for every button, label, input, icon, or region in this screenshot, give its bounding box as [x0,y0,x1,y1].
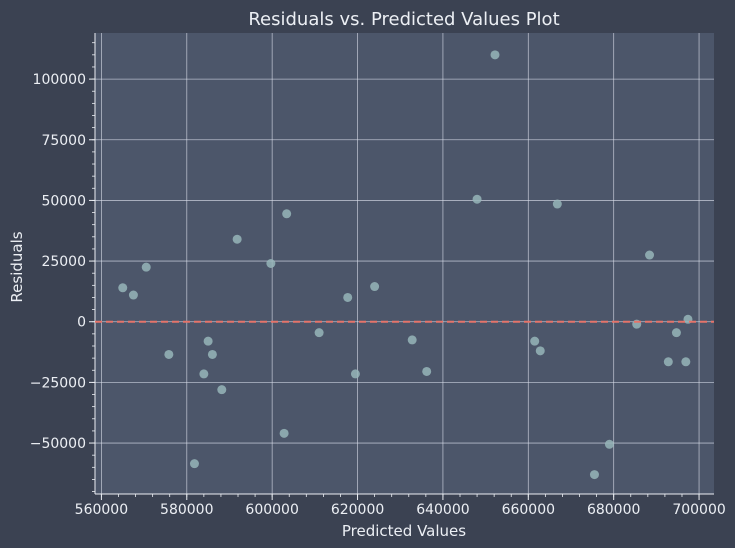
y-tick-label: 100000 [33,72,86,88]
x-tick-label: 600000 [245,502,298,518]
data-points [118,50,693,480]
data-point [189,459,199,469]
data-point [589,470,599,480]
y-tick-label: −50000 [30,436,86,452]
data-point [422,366,432,376]
x-tick-label: 560000 [75,502,128,518]
data-point [314,328,324,338]
x-tick-label: 620000 [331,502,384,518]
y-tick-label: −25000 [30,375,86,391]
data-point [343,292,353,302]
x-axis-label: Predicted Values [342,522,466,540]
x-tick-label: 680000 [587,502,640,518]
data-point [199,369,209,379]
x-tick-labels: 560000 580000 600000 620000 640000 660000 6800… [75,502,726,518]
y-tick-label: 25000 [41,254,86,270]
data-point [207,349,217,359]
data-point [164,349,174,359]
data-point [535,346,545,356]
y-tick-label: 0 [77,315,86,331]
data-point [671,328,681,338]
x-tick-label: 660000 [502,502,555,518]
data-point [370,282,380,292]
data-point [266,259,276,268]
data-point [472,194,482,204]
plot-area [95,33,714,494]
x-tick-label: 700000 [672,502,725,518]
data-point [217,385,227,395]
data-point [645,250,655,260]
data-point [604,439,614,449]
data-point [490,50,500,60]
axes [89,33,714,500]
data-point [128,290,138,300]
data-point [141,262,151,272]
x-tick-label: 580000 [160,502,213,518]
data-point [530,336,540,346]
chart-title: Residuals vs. Predicted Values Plot [248,9,559,30]
y-tick-labels: −50000 −25000 0 25000 50000 75000 100000 [30,72,86,452]
x-tick-label: 640000 [416,502,469,518]
data-point [279,428,289,438]
y-tick-label: 50000 [41,193,86,209]
data-point [232,234,242,244]
data-point [663,357,673,367]
data-point [407,335,417,345]
data-point [282,209,292,219]
y-tick-label: 75000 [41,133,86,149]
y-axis-label: Residuals [8,231,26,302]
data-point [350,369,360,379]
data-point [681,357,691,367]
data-point [118,283,128,293]
data-point [552,199,562,209]
data-point [203,336,213,346]
